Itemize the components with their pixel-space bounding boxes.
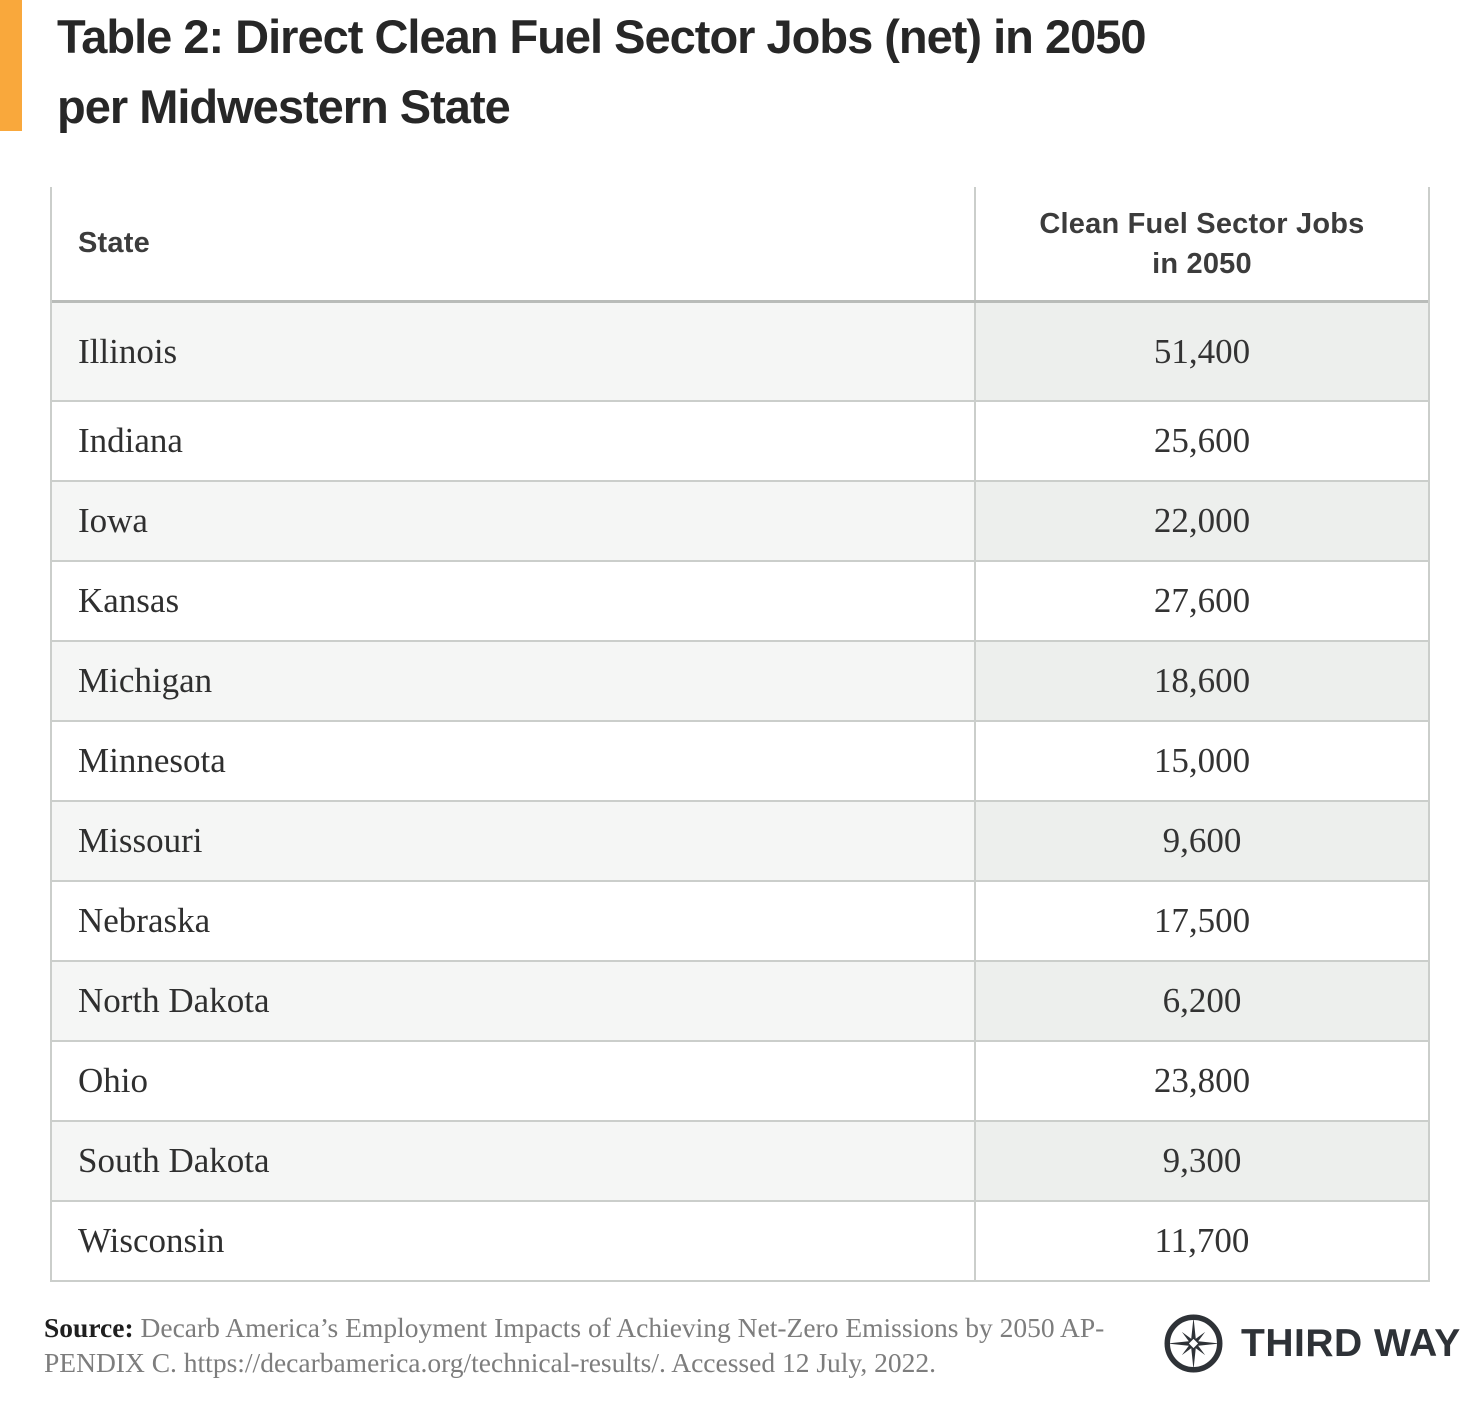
jobs-value: 22,000 [973,482,1428,560]
table-row-michigan: Michigan 18,600 [52,640,1428,720]
jobs-value: 18,600 [973,642,1428,720]
table-row-kansas: Kansas 27,600 [52,560,1428,640]
table-row-missouri: Missouri 9,600 [52,800,1428,880]
state-name: Missouri [52,802,974,880]
jobs-value: 9,300 [973,1122,1428,1200]
thirdway-wordmark: THIRD WAY [1241,1321,1461,1365]
source-citation: Source: Decarb America’s Employment Impa… [44,1310,1174,1380]
state-name: Wisconsin [52,1202,974,1280]
column-header-jobs: Clean Fuel Sector Jobs in 2050 [973,187,1428,300]
state-name: Michigan [52,642,974,720]
column-header-state: State [78,227,150,259]
table-row-illinois: Illinois 51,400 [52,303,1428,400]
title-line-2: per Midwestern State [57,80,511,133]
thirdway-compass-icon [1163,1313,1224,1374]
jobs-value: 51,400 [973,303,1428,400]
state-name: Iowa [52,482,974,560]
thirdway-logo: THIRD WAY [1163,1313,1461,1374]
jobs-value: 27,600 [973,562,1428,640]
table-row-minnesota: Minnesota 15,000 [52,720,1428,800]
table-row-nebraska: Nebraska 17,500 [52,880,1428,960]
source-line-1: Decarb America’s Employment Impacts of A… [140,1312,1105,1343]
jobs-value: 17,500 [973,882,1428,960]
jobs-value: 6,200 [973,962,1428,1040]
state-name: North Dakota [52,962,974,1040]
clean-fuel-jobs-table: State Clean Fuel Sector Jobs in 2050 Ill… [50,187,1430,1282]
table-row-north-dakota: North Dakota 6,200 [52,960,1428,1040]
page-title: Table 2: Direct Clean Fuel Sector Jobs (… [57,2,1457,142]
column-header-jobs-line2: in 2050 [1152,247,1252,280]
table-header-row: State Clean Fuel Sector Jobs in 2050 [52,187,1428,303]
jobs-value: 23,800 [973,1042,1428,1120]
state-name: Nebraska [52,882,974,960]
jobs-value: 9,600 [973,802,1428,880]
source-label: Source: [44,1312,134,1343]
state-name: Minnesota [52,722,974,800]
state-name: Illinois [52,303,974,400]
state-name: Indiana [52,402,974,480]
state-name: Ohio [52,1042,974,1120]
table-row-south-dakota: South Dakota 9,300 [52,1120,1428,1200]
table-row-wisconsin: Wisconsin 11,700 [52,1200,1428,1280]
jobs-value: 15,000 [973,722,1428,800]
accent-bar [0,0,22,131]
table-row-iowa: Iowa 22,000 [52,480,1428,560]
state-name: South Dakota [52,1122,974,1200]
title-line-1: Table 2: Direct Clean Fuel Sector Jobs (… [57,10,1147,63]
column-header-jobs-line1: Clean Fuel Sector Jobs [1039,207,1365,240]
source-line-2: PENDIX C. https://decarbamerica.org/tech… [44,1347,937,1378]
table-row-ohio: Ohio 23,800 [52,1040,1428,1120]
jobs-value: 11,700 [973,1202,1428,1280]
state-name: Kansas [52,562,974,640]
table-row-indiana: Indiana 25,600 [52,400,1428,480]
jobs-value: 25,600 [973,402,1428,480]
